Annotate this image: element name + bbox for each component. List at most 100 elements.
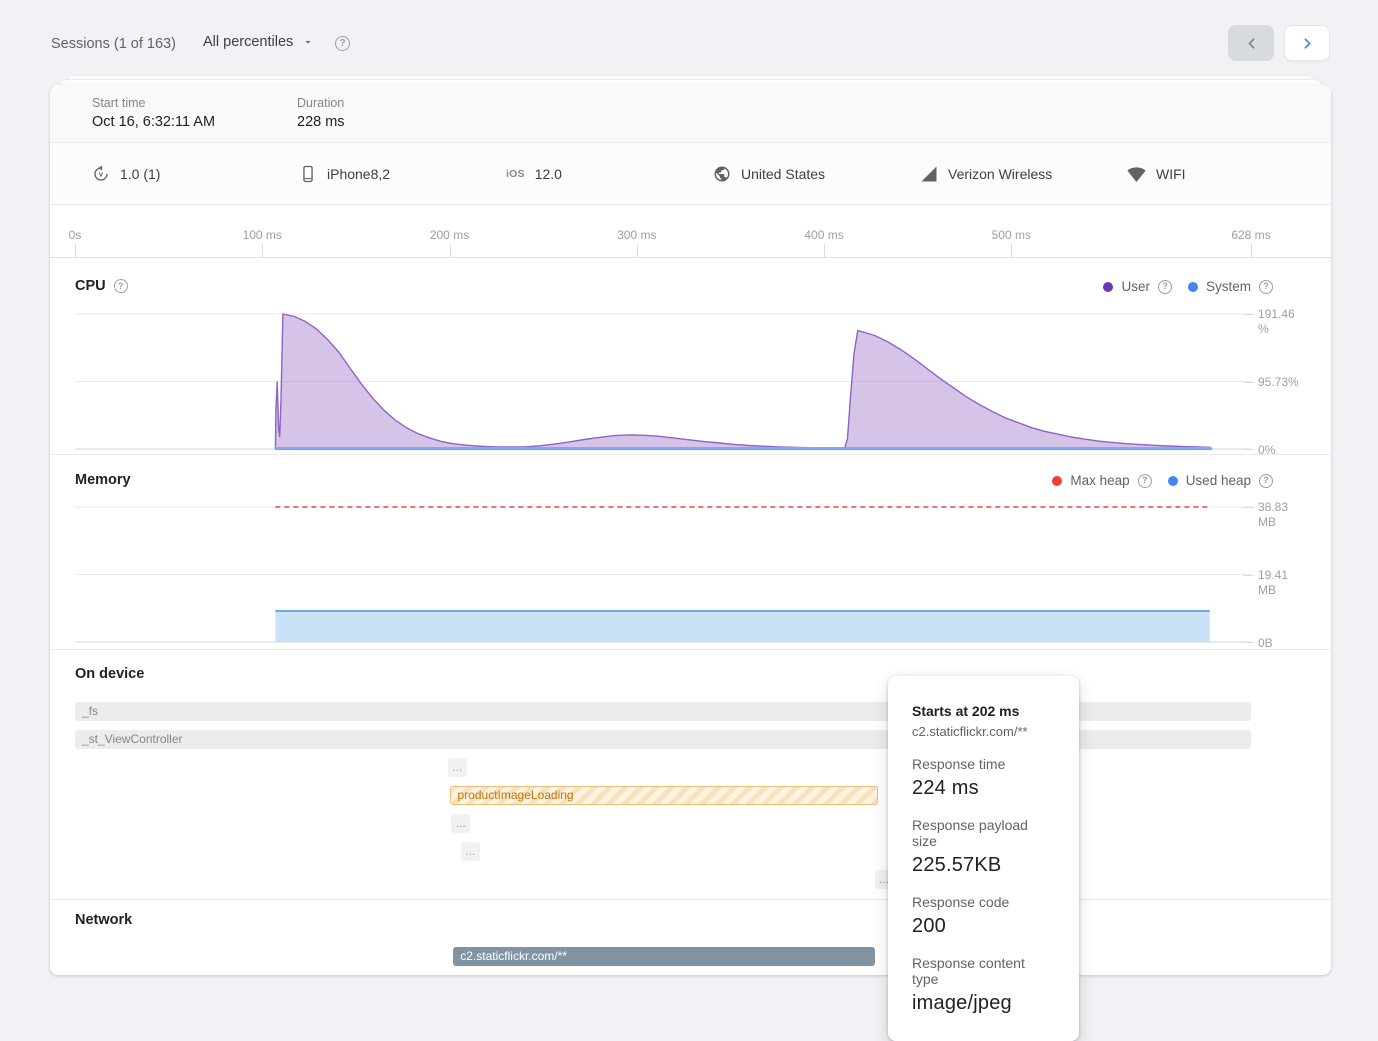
legend-item-system: System? xyxy=(1187,279,1273,294)
country-item: United States xyxy=(713,143,825,205)
legend-item-used-heap: Used heap? xyxy=(1167,473,1273,488)
y-axis-label: 0B xyxy=(1258,636,1273,650)
ruler-tick-mark xyxy=(1251,244,1252,257)
ruler-tick-mark xyxy=(449,244,451,257)
device-attributes-row: v 1.0 (1) iPhone8,2 iOS 12.0 United Stat xyxy=(50,143,1331,205)
network-title: Network xyxy=(75,912,133,928)
tooltip-fields: Response time 224 ms Response payload size… xyxy=(912,756,1055,1015)
legend-help-icon[interactable]: ? xyxy=(1259,473,1273,488)
legend-label: User xyxy=(1121,279,1150,294)
legend-help-icon[interactable]: ? xyxy=(1259,279,1273,294)
tooltip-field-value: 224 ms xyxy=(912,777,979,799)
legend-dot xyxy=(1167,475,1178,486)
y-axis-tick xyxy=(1243,449,1254,450)
used-heap-area xyxy=(275,611,1210,642)
y-axis-label: 38.83 MB xyxy=(1258,500,1289,529)
tooltip-field-value: 200 xyxy=(912,915,946,937)
cpu-help-icon[interactable]: ? xyxy=(113,279,128,293)
start-time-value: Oct 16, 6:32:11 AM xyxy=(92,114,216,130)
start-time-field: Start time Oct 16, 6:32:11 AM xyxy=(92,96,215,130)
cpu-section: CPU ? User? System? 191.46 % 95.73% 0% xyxy=(50,258,1331,457)
tooltip-field-label: Response content type xyxy=(912,955,1025,987)
os-version-item: iOS 12.0 xyxy=(506,143,562,205)
ruler-tick-label: 300 ms xyxy=(617,228,657,242)
chevron-down-icon xyxy=(305,41,311,44)
y-axis-tick xyxy=(1243,381,1254,383)
device-model-item: iPhone8,2 xyxy=(299,143,390,205)
y-axis-label: 19.41 MB xyxy=(1258,568,1289,597)
ruler-tick-mark xyxy=(1011,244,1013,257)
previous-session-button[interactable] xyxy=(1228,25,1274,61)
cpu-title: CPU xyxy=(75,278,106,294)
ruler-tick-mark xyxy=(636,244,638,257)
legend-item-user: User? xyxy=(1103,279,1172,294)
collapsed-traces-chip[interactable]: ... xyxy=(460,842,480,861)
ruler-tick-label: 400 ms xyxy=(804,228,844,242)
network-header: Network xyxy=(75,912,132,928)
memory-chart[interactable] xyxy=(75,501,1251,648)
percentiles-dropdown-value: All percentiles xyxy=(203,34,294,50)
network-request-tooltip: Starts at 202 ms c2.staticflickr.com/** … xyxy=(888,676,1079,1041)
sessions-count-label: Sessions (1 of 163) xyxy=(51,36,176,52)
tooltip-field-value: 225.57KB xyxy=(912,854,1002,876)
os-version-value: 12.0 xyxy=(534,166,562,182)
ruler-tick-mark xyxy=(824,244,826,257)
app-version-item: v 1.0 (1) xyxy=(92,143,160,205)
duration-field: Duration 228 ms xyxy=(297,96,345,130)
cpu-section-header: CPU ? xyxy=(75,278,128,294)
legend-help-icon[interactable]: ? xyxy=(1157,279,1172,294)
chevron-right-icon xyxy=(1304,37,1310,49)
device-model-value: iPhone8,2 xyxy=(327,166,391,182)
chevron-left-icon xyxy=(1248,37,1254,49)
memory-legend: Max heap? Used heap? xyxy=(1052,473,1273,488)
legend-dot xyxy=(1052,475,1063,486)
on-device-header: On device xyxy=(75,666,144,682)
globe-icon xyxy=(714,166,730,182)
on-device-section: On device _fs _st_ViewController... produc… xyxy=(50,650,1331,900)
collapsed-traces-chip[interactable]: ... xyxy=(451,814,471,833)
legend-item-max-heap: Max heap? xyxy=(1052,473,1152,488)
sessions-help-icon[interactable]: ? xyxy=(335,36,350,51)
cpu-legend: User? System? xyxy=(1103,279,1273,294)
percentiles-dropdown[interactable]: All percentiles xyxy=(203,34,314,50)
app-version-value: 1.0 (1) xyxy=(120,166,161,182)
network-request-bar[interactable]: c2.staticflickr.com/** xyxy=(453,947,875,966)
timeline-ruler: 0s 100 ms 200 ms 300 ms 400 ms 500 ms 628 ms xyxy=(50,205,1331,258)
svg-text:v: v xyxy=(99,170,104,179)
ruler-tick-label: 628 ms xyxy=(1231,228,1271,242)
tooltip-field-label: Response time xyxy=(912,756,1006,772)
tooltip-title: Starts at 202 ms xyxy=(912,703,1020,719)
collapsed-traces-chip[interactable]: ... xyxy=(447,758,467,777)
ruler-tick-mark xyxy=(75,244,76,257)
radio-item: WIFI xyxy=(1127,143,1186,205)
trace-span-bar[interactable]: productImageLoading xyxy=(449,786,879,805)
tooltip-field-label: Response code xyxy=(912,894,1010,910)
next-session-button[interactable] xyxy=(1284,25,1330,61)
legend-label: System xyxy=(1205,279,1251,294)
wifi-icon xyxy=(1127,166,1146,182)
legend-label: Max heap xyxy=(1070,473,1130,488)
tooltip-url: c2.staticflickr.com/** xyxy=(912,724,1028,739)
y-axis-label: 95.73% xyxy=(1258,375,1299,389)
legend-dot xyxy=(1103,281,1114,292)
duration-label: Duration xyxy=(297,96,345,110)
cellular-signal-icon xyxy=(921,166,937,182)
ruler-tick-label: 200 ms xyxy=(429,228,470,242)
app-version-icon: v xyxy=(94,165,108,181)
legend-label: Used heap xyxy=(1185,473,1251,488)
carrier-item: Verizon Wireless xyxy=(920,143,1052,205)
ruler-tick-label: 0s xyxy=(68,228,82,242)
memory-section: Memory Max heap? Used heap? 38.83 MB 19.41… xyxy=(50,455,1331,650)
network-section: Network c2.staticflickr.com/** xyxy=(50,900,1331,975)
ruler-tick-label: 500 ms xyxy=(991,228,1031,242)
legend-dot xyxy=(1187,281,1198,292)
ios-icon: iOS xyxy=(506,168,525,180)
cpu-chart[interactable] xyxy=(75,308,1251,455)
ruler-tick-mark xyxy=(262,244,264,257)
memory-title: Memory xyxy=(75,472,131,488)
radio-value: WIFI xyxy=(1156,166,1186,182)
legend-help-icon[interactable]: ? xyxy=(1137,473,1152,488)
tooltip-field-value: image/jpeg xyxy=(912,992,1012,1014)
y-axis-label: 191.46 % xyxy=(1258,307,1295,336)
